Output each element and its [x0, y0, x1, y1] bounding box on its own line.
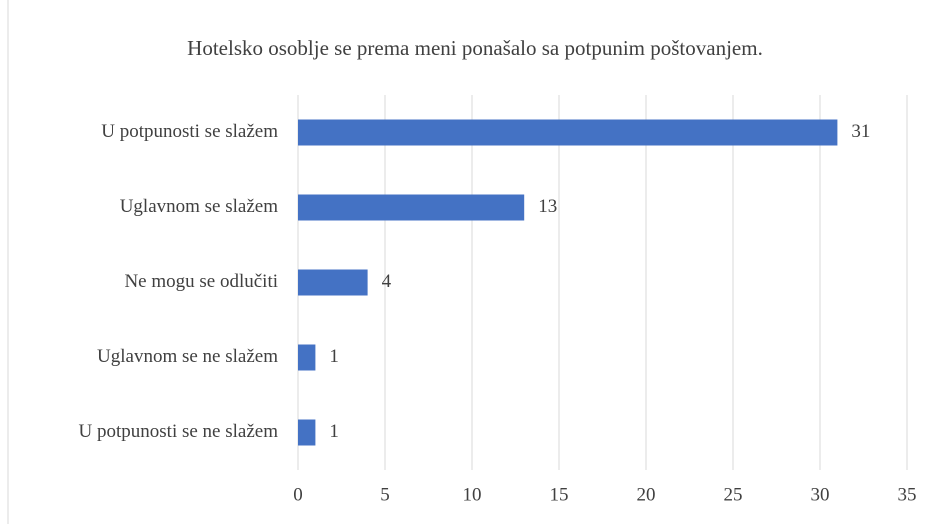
bar: [298, 419, 316, 446]
y-tick-label: Uglavnom se ne slažem: [97, 346, 278, 367]
bar: [298, 194, 525, 221]
x-tick-label: 15: [550, 484, 569, 505]
data-label: 1: [329, 421, 339, 442]
y-tick-label: Ne mogu se odlučiti: [124, 271, 278, 292]
bar: [298, 119, 838, 146]
data-label: 1: [329, 346, 339, 367]
x-tick-label: 35: [898, 484, 917, 505]
x-tick-label: 25: [724, 484, 743, 505]
x-tick-label: 10: [463, 484, 482, 505]
data-label: 31: [851, 121, 870, 142]
y-tick-label: Uglavnom se slažem: [120, 196, 279, 217]
y-tick-label: U potpunosti se ne slažem: [79, 421, 279, 442]
data-label: 4: [382, 271, 392, 292]
x-tick-label: 30: [811, 484, 830, 505]
x-tick-label: 5: [380, 484, 390, 505]
x-tick-label: 0: [293, 484, 303, 505]
data-label: 13: [538, 196, 557, 217]
bar: [298, 269, 368, 296]
y-tick-label: U potpunosti se slažem: [101, 121, 278, 142]
x-tick-label: 20: [637, 484, 656, 505]
chart-title: Hotelsko osoblje se prema meni ponašalo …: [187, 36, 763, 60]
bar: [298, 344, 316, 371]
